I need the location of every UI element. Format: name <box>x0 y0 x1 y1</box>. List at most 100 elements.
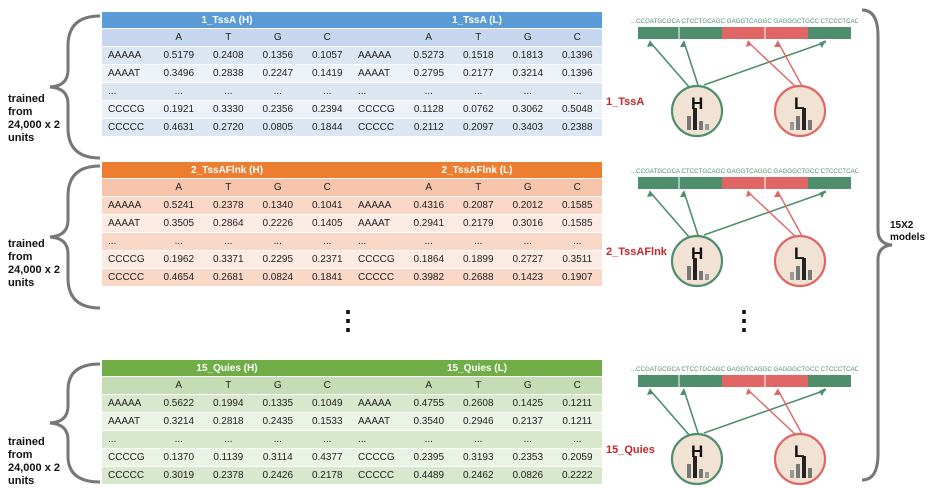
side-label: trained from 24,000 x 2 units <box>8 436 60 487</box>
probability-table: 15_Quies (H) A T G C AAAAA 0.5622 0.1994 0.1335 0… <box>102 360 352 485</box>
table-row: CCCCG 0.1921 0.3330 0.2356 0.2394 <box>102 100 352 119</box>
table-cell: 0.2395 <box>404 448 454 467</box>
table-cell: 0.1405 <box>302 214 352 233</box>
ellipsis: ⋮ <box>731 305 757 335</box>
table-row: CCCCC 0.4654 0.2681 0.0824 0.1841 <box>102 268 352 287</box>
row-header: CCCCC <box>102 118 154 137</box>
table-cell: 0.1962 <box>154 250 204 269</box>
table-row: AAAAT 0.3540 0.2946 0.2137 0.1211 <box>352 412 602 431</box>
table-cell: 0.3062 <box>503 100 553 119</box>
bar-chart-icon <box>790 456 812 478</box>
table-cell: 0.2087 <box>453 196 503 215</box>
table-title: 1_TssA (L) <box>352 12 602 29</box>
column-header <box>352 376 404 395</box>
table-cell: 0.0762 <box>453 100 503 119</box>
table-cell: ... <box>203 82 253 101</box>
row-header: CCCCG <box>352 448 404 467</box>
table-cell: 0.2371 <box>302 250 352 269</box>
table-cell: 0.3540 <box>404 412 454 431</box>
column-header: A <box>404 178 454 197</box>
table-cell: ... <box>552 232 602 251</box>
table-row: ............... <box>102 430 352 449</box>
row-header: ... <box>352 430 404 449</box>
table-cell: 0.4316 <box>404 196 454 215</box>
table-cell: 0.1041 <box>302 196 352 215</box>
table-cell: 0.2688 <box>453 268 503 287</box>
brace-icon <box>49 164 101 310</box>
table-title: 2_TssAFlnk (H) <box>102 162 352 179</box>
row-header: AAAAA <box>102 46 154 65</box>
table-cell: 0.1128 <box>404 100 454 119</box>
column-header: A <box>404 376 454 395</box>
table-cell: 0.1921 <box>154 100 204 119</box>
table-cell: 0.1370 <box>154 448 204 467</box>
column-header: T <box>453 178 503 197</box>
table-cell: 0.3114 <box>253 448 303 467</box>
low-model-node <box>773 234 827 288</box>
table-cell: 0.1907 <box>552 268 602 287</box>
table-row: AAAAT 0.2941 0.2179 0.3016 0.1585 <box>352 214 602 233</box>
table-cell: 0.4377 <box>302 448 352 467</box>
arrow-icon <box>747 41 803 88</box>
column-header: G <box>253 178 303 197</box>
row-header: AAAAA <box>352 46 404 65</box>
column-header: G <box>253 28 303 47</box>
table-cell: 0.0805 <box>253 118 303 137</box>
high-letter: H <box>691 442 703 461</box>
table-cell: 0.3511 <box>552 250 602 269</box>
column-header: A <box>154 28 204 47</box>
table-cell: 0.2727 <box>503 250 553 269</box>
table-cell: 0.2408 <box>203 46 253 65</box>
column-header <box>352 28 404 47</box>
models-count-label: 15X2 models <box>890 220 926 243</box>
column-header: A <box>154 178 204 197</box>
table-row: AAAAT 0.2795 0.2177 0.3214 0.1396 <box>352 64 602 83</box>
table-cell: 0.1049 <box>302 394 352 413</box>
row-header: AAAAA <box>102 196 154 215</box>
table-cell: 0.3982 <box>404 268 454 287</box>
arrow-icon <box>747 191 803 238</box>
column-header: G <box>503 178 553 197</box>
table-cell: 0.3214 <box>503 64 553 83</box>
table-cell: 0.3496 <box>154 64 204 83</box>
table-cell: ... <box>302 232 352 251</box>
model-label: 15_Quies <box>606 444 655 456</box>
column-header: C <box>552 178 602 197</box>
row-header: CCCCG <box>352 250 404 269</box>
column-header <box>352 178 404 197</box>
low-letter: L <box>794 94 804 113</box>
row-header: CCCCC <box>352 118 404 137</box>
row-header: ... <box>102 430 154 449</box>
table-cell: 0.2097 <box>453 118 503 137</box>
table-cell: ... <box>552 82 602 101</box>
ellipsis: ⋮ <box>335 305 361 335</box>
row-header: CCCCC <box>102 268 154 287</box>
row-header: AAAAA <box>352 394 404 413</box>
table-cell: 0.1356 <box>253 46 303 65</box>
column-header: C <box>302 178 352 197</box>
table-cell: 0.2179 <box>453 214 503 233</box>
row-header: AAAAA <box>102 394 154 413</box>
table-row: AAAAA 0.5179 0.2408 0.1356 0.1057 <box>102 46 352 65</box>
table-row: CCCCC 0.3019 0.2378 0.2426 0.2178 <box>102 466 352 485</box>
table-cell: ... <box>302 430 352 449</box>
low-model-node <box>773 84 827 138</box>
arrow-icon <box>649 41 827 89</box>
table-cell: 0.2059 <box>552 448 602 467</box>
table-cell: 0.1335 <box>253 394 303 413</box>
table-cell: 0.5179 <box>154 46 204 65</box>
table-cell: 0.2946 <box>453 412 503 431</box>
table-cell: ... <box>503 232 553 251</box>
table-cell: ... <box>404 82 454 101</box>
table-cell: 0.2247 <box>253 64 303 83</box>
table-cell: 0.1396 <box>552 46 602 65</box>
table-cell: 0.2378 <box>203 466 253 485</box>
column-header <box>102 376 154 395</box>
column-header: C <box>302 376 352 395</box>
row-header: AAAAT <box>352 412 404 431</box>
table-cell: ... <box>203 232 253 251</box>
column-header: G <box>503 376 553 395</box>
table-title: 15_Quies (H) <box>102 360 352 377</box>
model-diagram: ...CCGATGCGCA CTCCTGCAGC GAGGTCAGGC GAGG… <box>631 168 858 288</box>
bar-chart-icon <box>790 108 812 130</box>
